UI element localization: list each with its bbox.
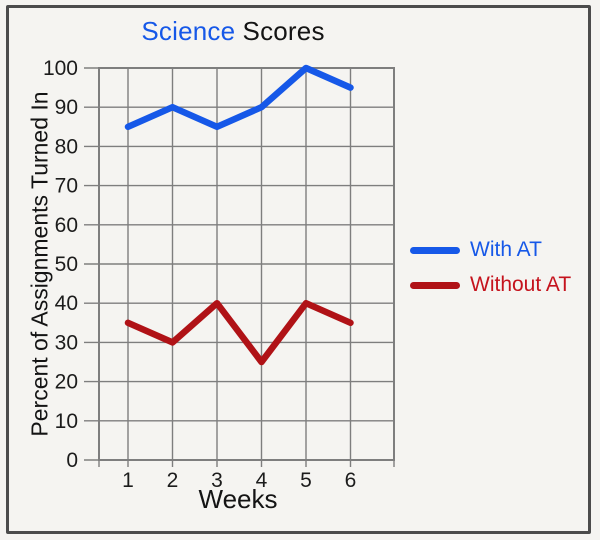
y-tick-label: 90 — [55, 96, 78, 119]
x-tick-label: 4 — [256, 469, 268, 492]
y-tick-label: 10 — [55, 410, 78, 433]
legend-item-without-at: Without AT — [410, 273, 571, 297]
y-tick-label: 80 — [55, 135, 78, 158]
y-tick-label: 60 — [55, 214, 78, 237]
x-tick-label: 5 — [300, 469, 312, 492]
x-tick-label: 6 — [345, 469, 357, 492]
y-tick-label: 0 — [66, 449, 78, 472]
series-line-without-at — [124, 299, 354, 366]
x-tick-label: 1 — [122, 469, 134, 492]
chart-title-rest: Scores — [242, 16, 325, 46]
y-tick-label: 100 — [43, 57, 78, 80]
series-line-with-at — [124, 64, 354, 131]
x-axis-title: Weeks — [198, 484, 278, 514]
legend-line-sample-with-at — [410, 246, 460, 254]
x-tick-label: 2 — [167, 469, 179, 492]
y-tick-label: 70 — [55, 175, 78, 198]
chart-title-highlight: Science — [141, 16, 236, 46]
legend: With AT Without AT — [410, 238, 571, 308]
x-tick-label: 3 — [211, 469, 223, 492]
legend-item-with-at: With AT — [410, 238, 571, 262]
chart-title: Science Scores — [141, 16, 324, 47]
legend-line-sample-without-at — [410, 281, 460, 289]
y-tick-label: 30 — [55, 331, 78, 354]
legend-label-without-at: Without AT — [470, 273, 572, 296]
y-tick-label: 50 — [55, 253, 78, 276]
plot-border — [98, 67, 395, 461]
y-tick-label: 40 — [55, 292, 78, 315]
y-tick-label: 20 — [55, 371, 78, 394]
legend-label-with-at: With AT — [470, 238, 542, 261]
